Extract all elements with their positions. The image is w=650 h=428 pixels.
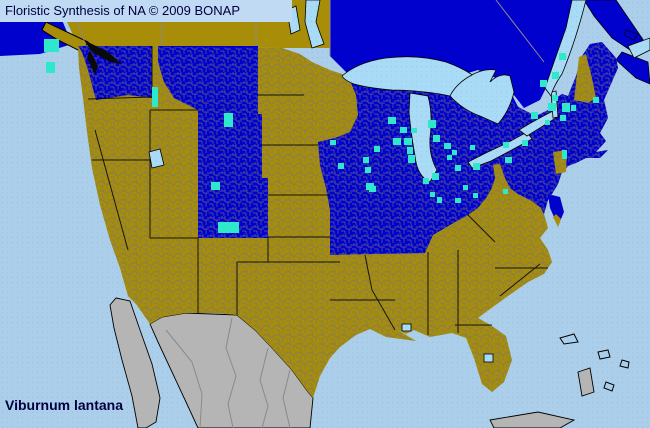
county-record-marker [455, 165, 461, 171]
county-record-marker [369, 186, 376, 192]
county-record-marker [374, 146, 380, 152]
county-record-marker [522, 140, 528, 146]
canada-east-provinces [330, 0, 574, 108]
county-record-marker [548, 103, 556, 111]
county-record-marker [552, 72, 559, 79]
puget-sound-channels [84, 40, 122, 75]
county-record-marker [44, 39, 59, 52]
county-record-marker [218, 222, 239, 233]
county-record-marker [365, 167, 371, 173]
cuba [489, 411, 576, 428]
baja-california [109, 297, 161, 428]
county-record-marker [545, 120, 550, 125]
county-record-marker [400, 127, 407, 133]
county-record-marker [428, 120, 436, 128]
county-record-marker [562, 150, 567, 159]
county-record-marker [363, 157, 369, 163]
county-record-marker [503, 142, 509, 148]
county-record-marker [463, 185, 468, 190]
county-record-marker [505, 157, 512, 163]
county-record-marker [552, 95, 558, 101]
virginia-eastern-shore [553, 214, 561, 227]
great-salt-lake [148, 148, 165, 169]
county-record-marker [473, 163, 480, 170]
county-record-marker [447, 155, 452, 160]
lake-huron [449, 69, 515, 125]
nova-scotia [615, 51, 650, 85]
map-title-banner: Floristic Synthesis of NA © 2009 BONAP [0, 0, 292, 22]
county-record-marker [224, 113, 233, 127]
county-record-marker [437, 197, 442, 203]
lake-pontchartrain [401, 323, 412, 332]
county-record-marker [430, 192, 435, 197]
county-record-marker [562, 103, 570, 112]
county-record-marker [473, 193, 478, 198]
county-record-marker [423, 178, 429, 184]
mexico-state-borders [165, 317, 291, 428]
county-record-marker [330, 140, 336, 145]
species-name-label: Viburnum lantana [5, 397, 123, 413]
great-lakes [84, 0, 650, 363]
lake-okeechobee [483, 353, 494, 363]
county-record-marker [46, 62, 55, 73]
mexico-mainland [149, 312, 314, 428]
lake-erie [467, 131, 533, 169]
county-record-marker [540, 80, 547, 87]
county-record-marker [411, 128, 417, 133]
county-record-marker [408, 155, 415, 163]
map-title: Floristic Synthesis of NA © 2009 BONAP [5, 3, 241, 18]
county-record-marker [338, 163, 344, 169]
prince-edward-island [623, 29, 639, 41]
state-borders [87, 46, 548, 335]
county-record-marker [407, 147, 413, 154]
county-record-marker [560, 115, 566, 121]
bahamas-islets [559, 333, 630, 392]
vancouver-island [41, 21, 89, 53]
county-record-marker [503, 189, 508, 194]
county-record-marker [444, 143, 451, 149]
lake-winnipeg-group [286, 0, 325, 49]
province-borders [69, 0, 545, 63]
county-record-marker [559, 53, 566, 60]
county-record-marker [455, 198, 461, 203]
county-record-marker [593, 97, 599, 103]
county-record-marker [452, 150, 457, 155]
county-record-marker [152, 87, 158, 107]
county-record-marker [571, 105, 576, 111]
county-record-marker [531, 112, 538, 119]
county-record-marker [433, 135, 440, 142]
lake-ontario [518, 110, 560, 137]
county-record-marker [393, 138, 401, 145]
mexico-region [109, 297, 630, 428]
county-record-marker [388, 117, 396, 124]
bay-of-fundy [627, 37, 650, 59]
county-record-marker [211, 182, 220, 190]
bahamas-andros [577, 367, 595, 397]
county-record-marker [432, 173, 439, 180]
county-record-marker [470, 145, 475, 150]
county-record-marker [404, 138, 412, 145]
county-presence-markers [44, 39, 599, 233]
